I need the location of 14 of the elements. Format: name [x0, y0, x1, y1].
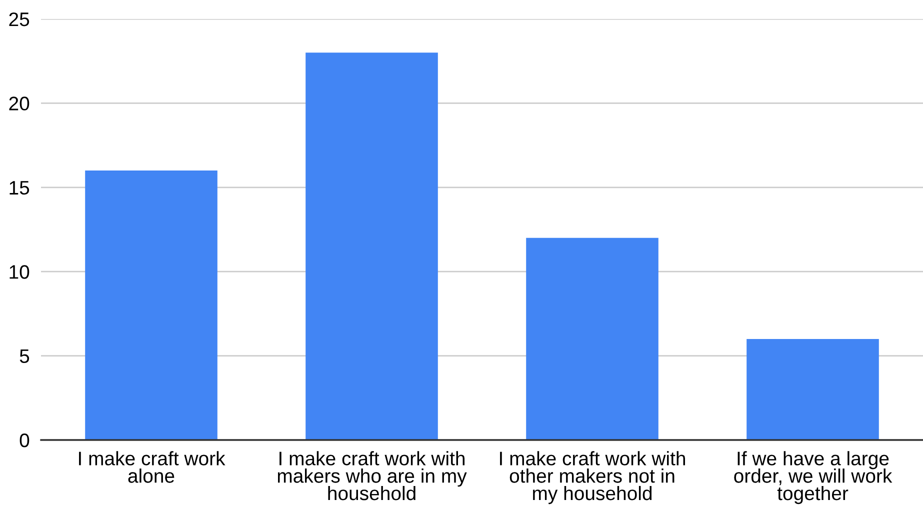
bar — [526, 238, 658, 440]
bar — [746, 338, 879, 440]
bar — [306, 52, 438, 440]
y-tick-label: 25 — [9, 12, 30, 26]
y-tick-label: 0 — [20, 433, 30, 448]
x-tick-label: I make craft work alone — [79, 451, 226, 483]
y-tick-label: 10 — [10, 265, 30, 279]
x-tick-label: If we have a large order, we will work together — [734, 451, 892, 504]
bar — [85, 170, 218, 440]
y-tick-label: 15 — [10, 181, 30, 195]
x-tick-label: I make craft work with makers who are in my household — [278, 451, 467, 500]
y-tick-label: 20 — [9, 96, 30, 110]
y-tick-label: 5 — [20, 349, 30, 364]
x-tick-label: I make craft work with other makers not in my household — [500, 451, 685, 504]
